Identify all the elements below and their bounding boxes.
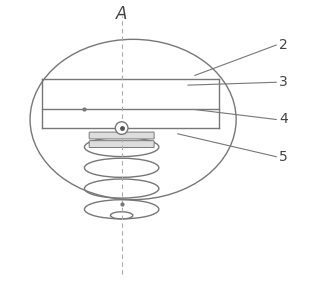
Text: 2: 2 xyxy=(279,38,288,52)
Text: A: A xyxy=(116,5,127,23)
Text: 5: 5 xyxy=(279,150,288,164)
FancyBboxPatch shape xyxy=(89,141,154,148)
Text: 4: 4 xyxy=(279,113,288,126)
Text: 3: 3 xyxy=(279,75,288,89)
FancyBboxPatch shape xyxy=(89,132,154,139)
Circle shape xyxy=(115,122,128,134)
